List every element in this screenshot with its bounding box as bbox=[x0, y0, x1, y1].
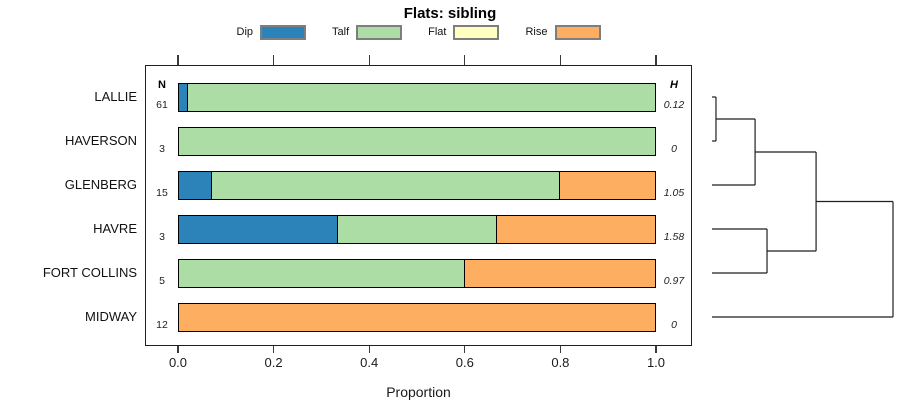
bar-segment-talf bbox=[179, 127, 655, 155]
x-axis-tick-label: 0.8 bbox=[551, 355, 570, 370]
n-value: 5 bbox=[159, 275, 165, 287]
row-label-lallie: LALLIE bbox=[94, 89, 137, 104]
bar-segment-rise bbox=[179, 303, 655, 331]
row-label-midway: MIDWAY bbox=[85, 309, 137, 324]
stacked-bar-fort-collins bbox=[178, 258, 656, 288]
n-value: 3 bbox=[159, 231, 165, 243]
row-label-glenberg: GLENBERG bbox=[64, 177, 137, 192]
legend: Dip Talf Flat Rise bbox=[145, 24, 692, 40]
chart-title: Flats: sibling bbox=[403, 5, 497, 22]
legend-item-dip: Dip bbox=[236, 24, 307, 40]
n-value: 3 bbox=[159, 143, 165, 155]
n-value: 15 bbox=[156, 187, 168, 199]
bar-segment-dip bbox=[179, 83, 188, 111]
h-column-header: H bbox=[670, 79, 678, 91]
bar-segment-dip bbox=[179, 171, 212, 199]
x-axis-tick-label: 0.0 bbox=[168, 355, 188, 370]
bar-segment-rise bbox=[497, 215, 655, 243]
x-axis-bottom-tick bbox=[655, 346, 657, 353]
x-axis-bottom-tick bbox=[559, 346, 561, 353]
stacked-bar-haverson bbox=[178, 126, 656, 156]
dendrogram bbox=[712, 96, 894, 318]
stacked-bar-havre bbox=[178, 214, 656, 244]
legend-swatch-flat bbox=[453, 24, 500, 40]
row-label-havre: HAVRE bbox=[93, 221, 137, 236]
stacked-bar-lallie bbox=[178, 82, 656, 112]
x-axis-top-tick bbox=[273, 55, 275, 65]
x-axis-bottom-tick bbox=[368, 346, 370, 353]
n-value: 12 bbox=[156, 319, 168, 331]
bar-segment-rise bbox=[560, 171, 655, 199]
x-axis-top-tick bbox=[464, 55, 466, 65]
x-axis-label: Proportion bbox=[386, 384, 451, 400]
stacked-bar-glenberg bbox=[178, 170, 656, 200]
legend-label: Rise bbox=[525, 26, 548, 38]
x-axis-bottom-tick bbox=[177, 346, 179, 353]
legend-swatch-talf bbox=[356, 24, 403, 40]
legend-item-flat: Flat bbox=[428, 24, 500, 40]
bar-segment-dip bbox=[179, 215, 338, 243]
x-axis-tick-label: 1.0 bbox=[646, 355, 666, 370]
n-column-header: N bbox=[158, 79, 166, 91]
legend-label: Talf bbox=[332, 26, 350, 38]
legend-label: Flat bbox=[428, 26, 447, 38]
x-axis-top-tick bbox=[655, 55, 657, 65]
x-axis-tick-label: 0.2 bbox=[264, 355, 283, 370]
bar-segment-rise bbox=[465, 259, 655, 287]
legend-swatch-rise bbox=[554, 24, 601, 40]
bar-segment-talf bbox=[187, 83, 655, 111]
x-axis-top-tick bbox=[177, 55, 179, 65]
h-value: 0 bbox=[671, 143, 677, 155]
x-axis-tick-label: 0.6 bbox=[455, 355, 474, 370]
plot-frame bbox=[145, 65, 692, 346]
row-label-haverson: HAVERSON bbox=[65, 133, 137, 148]
n-value: 61 bbox=[156, 99, 168, 111]
h-value: 1.58 bbox=[663, 231, 685, 243]
x-axis-tick-label: 0.4 bbox=[360, 355, 379, 370]
bar-segment-talf bbox=[179, 259, 465, 287]
legend-item-talf: Talf bbox=[332, 24, 403, 40]
x-axis-bottom-tick bbox=[464, 346, 466, 353]
x-axis-top-tick bbox=[559, 55, 561, 65]
row-label-fort-collins: FORT COLLINS bbox=[42, 265, 137, 280]
bar-segment-talf bbox=[211, 171, 561, 199]
x-axis-top-tick bbox=[368, 55, 370, 65]
h-value: 0 bbox=[671, 319, 677, 331]
h-value: 0.12 bbox=[663, 99, 685, 111]
legend-swatch-dip bbox=[260, 24, 307, 40]
x-axis-bottom-tick bbox=[273, 346, 275, 353]
bar-segment-talf bbox=[337, 215, 498, 243]
h-value: 1.05 bbox=[663, 187, 685, 199]
h-value: 0.97 bbox=[663, 275, 685, 287]
stacked-bar-midway bbox=[178, 302, 656, 332]
legend-item-rise: Rise bbox=[525, 24, 601, 40]
legend-label: Dip bbox=[236, 26, 254, 38]
